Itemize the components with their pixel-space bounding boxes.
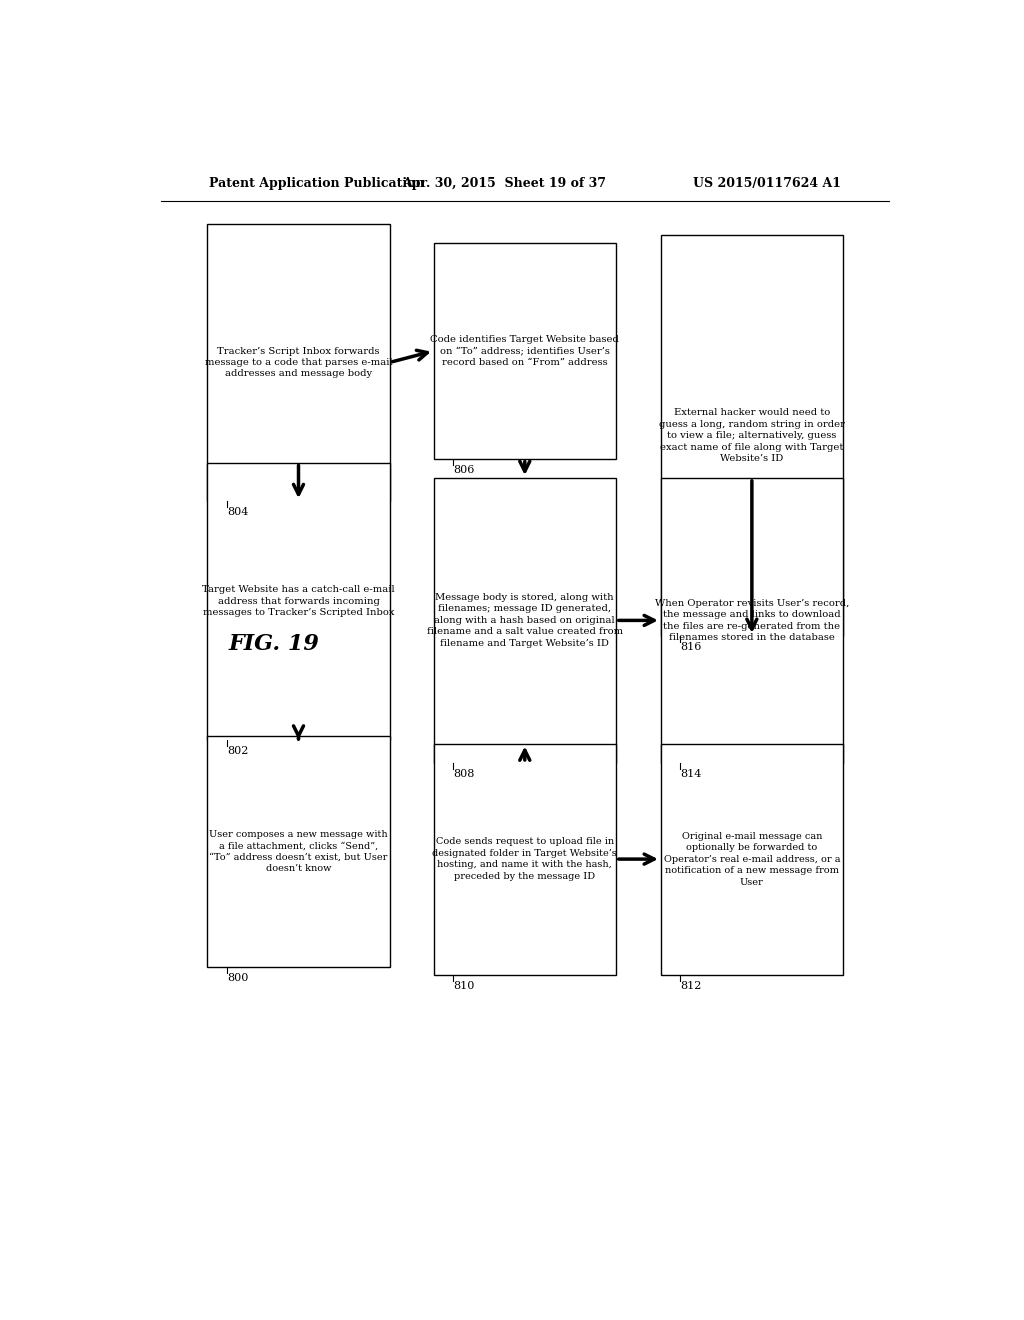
Bar <box>208 224 389 502</box>
Bar <box>434 243 615 459</box>
Text: When Operator revisits User’s record,
the message and links to download
the file: When Operator revisits User’s record, th… <box>654 599 849 642</box>
Text: 812: 812 <box>680 981 701 991</box>
Text: Message body is stored, along with
filenames; message ID generated,
along with a: Message body is stored, along with filen… <box>427 593 623 648</box>
Text: Patent Application Publication: Patent Application Publication <box>209 177 425 190</box>
Text: US 2015/0117624 A1: US 2015/0117624 A1 <box>693 177 841 190</box>
Text: 816: 816 <box>680 642 701 652</box>
Text: Target Website has a catch-call e-mail
address that forwards incoming
messages t: Target Website has a catch-call e-mail a… <box>202 585 395 618</box>
Text: Code identifies Target Website based
on “To” address; identifies User’s
record b: Code identifies Target Website based on … <box>430 335 620 367</box>
Bar <box>660 478 843 763</box>
Text: 800: 800 <box>226 973 248 983</box>
Text: 814: 814 <box>680 770 701 779</box>
Text: Tracker’s Script Inbox forwards
message to a code that parses e-mail
addresses a: Tracker’s Script Inbox forwards message … <box>205 346 392 379</box>
Text: 806: 806 <box>453 465 474 475</box>
Bar <box>660 743 843 974</box>
Text: 804: 804 <box>226 507 248 517</box>
Text: Original e-mail message can
optionally be forwarded to
Operator’s real e-mail ad: Original e-mail message can optionally b… <box>664 832 840 887</box>
Text: External hacker would need to
guess a long, random string in order
to view a fil: External hacker would need to guess a lo… <box>658 408 845 463</box>
Bar <box>660 235 843 636</box>
Bar <box>434 478 615 763</box>
Text: 808: 808 <box>453 770 474 779</box>
Bar <box>434 743 615 974</box>
Text: Code sends request to upload file in
designated folder in Target Website’s
hosti: Code sends request to upload file in des… <box>432 837 617 880</box>
Text: User composes a new message with
a file attachment, clicks “Send”,
“To” address : User composes a new message with a file … <box>209 830 388 873</box>
Text: FIG. 19: FIG. 19 <box>228 632 319 655</box>
Text: 810: 810 <box>453 981 474 991</box>
Bar <box>208 462 389 739</box>
Text: 802: 802 <box>226 746 248 756</box>
Text: Apr. 30, 2015  Sheet 19 of 37: Apr. 30, 2015 Sheet 19 of 37 <box>401 177 606 190</box>
Bar <box>208 737 389 966</box>
